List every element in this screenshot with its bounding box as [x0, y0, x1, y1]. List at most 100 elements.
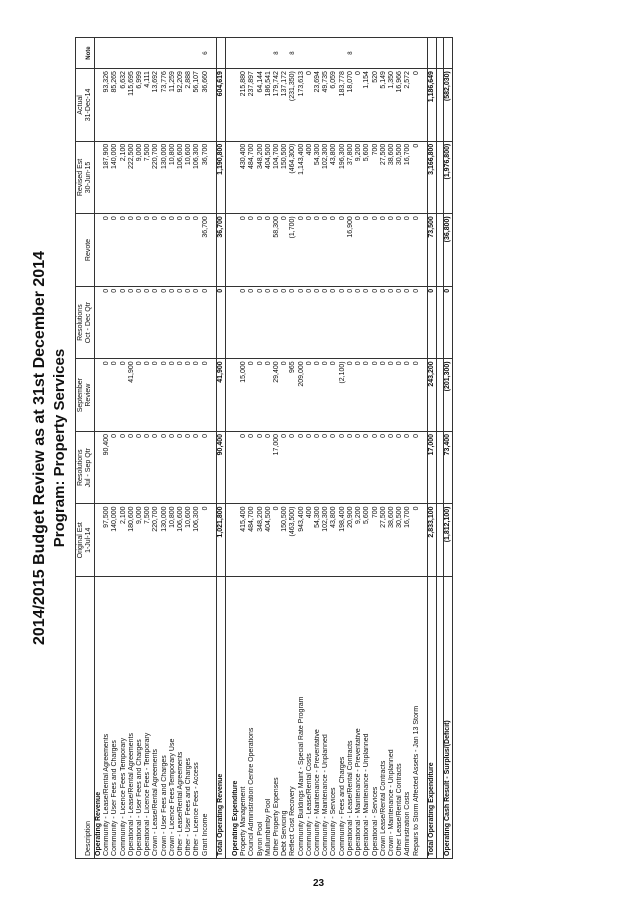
cell-note	[232, 37, 241, 69]
table-row: Crown - Maintenance - Unplanned 38,600 0 0 0…	[387, 37, 397, 859]
cell-revised: 348,200	[256, 141, 265, 214]
cell-actual: 115,695	[127, 68, 137, 142]
cell-orig: 5,600	[363, 503, 372, 577]
cell-orig: 30,500	[396, 503, 405, 577]
cell-desc: Community - Services	[330, 576, 339, 859]
cell-revised: 222,500	[127, 141, 137, 214]
cell-orig: 97,500	[103, 503, 112, 577]
cell-res1: 0	[160, 431, 169, 504]
col-header-revote: Revote	[75, 213, 95, 287]
cell-res2: 0	[136, 286, 145, 359]
table-row: Community - Licence Fees Temporary 2,100 0…	[119, 37, 128, 859]
result-row: Operating Cash Result - Surplus/(Deficit…	[443, 37, 453, 859]
cell-note	[281, 37, 290, 69]
cell-desc: Operational - Lease/Rental Agreements	[127, 576, 137, 859]
cell-desc: Administration Costs	[404, 576, 413, 859]
cell-desc: Other - User Fees and Charges	[185, 576, 194, 859]
cell-orig: 150,500	[281, 503, 290, 577]
cell-orig: 9,200	[355, 503, 364, 577]
cell-res1: 0	[363, 431, 372, 504]
cell-desc: Operational - User Fees and Charges	[136, 576, 145, 859]
cell-orig: 106,600	[177, 503, 186, 577]
cell-orig: 9,000	[136, 503, 145, 577]
cell-revote: 0	[240, 213, 249, 287]
table-row: Community - Lease/Rental Costs 400 0 0 0 0 400…	[305, 37, 315, 859]
cell-actual: 1,186,649	[427, 68, 437, 142]
cell-orig: 102,300	[322, 503, 331, 577]
cell-revised	[232, 141, 241, 214]
cell-desc: Crown - Lease/Rental Agreements	[152, 576, 161, 859]
cell-res1: 0	[387, 431, 397, 504]
cell-revote: 0	[160, 213, 169, 287]
cell-note	[94, 37, 104, 69]
cell-actual: 16,966	[396, 68, 405, 142]
cell-res2: 0	[177, 286, 186, 359]
cell-res1: 0	[281, 431, 290, 504]
cell-revote: 0	[338, 213, 347, 287]
cell-revised: (464,300)	[289, 141, 298, 214]
cell-res1: 0	[185, 431, 194, 504]
cell-sep: (201,300)	[443, 358, 453, 432]
cell-desc: Operational - Maintenance - Preventative	[355, 576, 364, 859]
table-row: Operational - Lease/Rental Agreements 180…	[127, 37, 137, 859]
cell-res1: 0	[136, 431, 145, 504]
cell-actual: 36,660	[201, 68, 210, 142]
cell-revised: (1,976,800)	[443, 141, 453, 214]
cell-orig: 2,100	[119, 503, 128, 577]
cell-sep: 0	[396, 358, 405, 432]
cell-actual: 92,209	[177, 68, 186, 142]
cell-revised: 1,190,800	[216, 141, 226, 214]
cell-res2: 0	[240, 286, 249, 359]
cell-note	[103, 37, 112, 69]
cell-orig: 348,200	[256, 503, 265, 577]
table-row: Community - User Fees and Charges 140,000…	[111, 37, 120, 859]
cell-res1: 17,000	[427, 431, 437, 504]
cell-note	[355, 37, 364, 69]
cell-revised: 130,000	[160, 141, 169, 214]
cell-actual: 186,541	[264, 68, 274, 142]
cell-actual: 2,572	[404, 68, 413, 142]
cell-desc: Council Administration Centre Operations	[248, 576, 257, 859]
cell-desc: Community - Lease/Rental Agreements	[103, 576, 112, 859]
cell-res1: 0	[168, 431, 178, 504]
cell-revised: 700	[371, 141, 380, 214]
col-header-description: Description	[75, 576, 95, 859]
cell-sep: 0	[177, 358, 186, 432]
cell-revote: 0	[185, 213, 194, 287]
cell-desc: Community - Fees and Charges	[338, 576, 347, 859]
cell-actual	[232, 68, 241, 142]
cell-note	[412, 37, 421, 69]
cell-orig: 0	[273, 503, 282, 577]
cell-actual: 23,694	[314, 68, 323, 142]
col-header-original-est: Original Est 1-Jul-14	[75, 503, 95, 577]
cell-actual	[436, 68, 444, 142]
cell-desc: Other - Licence Fees - Access	[193, 576, 202, 859]
cell-desc: Total Operating Revenue	[216, 576, 226, 859]
cell-revote: 0	[305, 213, 315, 287]
cell-revote: 0	[264, 213, 274, 287]
cell-res2: 0	[160, 286, 169, 359]
cell-actual: 64,144	[256, 68, 265, 142]
cell-note: 8	[273, 37, 282, 69]
table-row: Repairs to Storm Affected Assets - Jan 1…	[412, 37, 421, 859]
cell-revised: 27,500	[379, 141, 388, 214]
cell-revote: 0	[256, 213, 265, 287]
cell-actual: 237,897	[248, 68, 257, 142]
cell-desc: Operating Revenue	[94, 576, 104, 859]
cell-revote: 0	[396, 213, 405, 287]
cell-sep: 0	[144, 358, 153, 432]
cell-res2: 0	[201, 286, 210, 359]
cell-revote: 0	[314, 213, 323, 287]
cell-revised: 104,700	[273, 141, 282, 214]
cell-sep	[436, 358, 444, 432]
cell-orig: 20,900	[346, 503, 356, 577]
cell-desc: Community - User Fees and Charges	[111, 576, 120, 859]
cell-note	[371, 37, 380, 69]
cell-sep: 0	[193, 358, 202, 432]
table-row: Other - Lease/Rental Agreements 106,600 0 0…	[177, 37, 186, 859]
cell-res2	[436, 286, 444, 359]
cell-orig: (463,500)	[289, 503, 298, 577]
cell-orig: 400	[305, 503, 315, 577]
table-row: Community - Lease/Rental Agreements 97,50…	[103, 37, 112, 859]
cell-orig: 1,021,800	[216, 503, 226, 577]
